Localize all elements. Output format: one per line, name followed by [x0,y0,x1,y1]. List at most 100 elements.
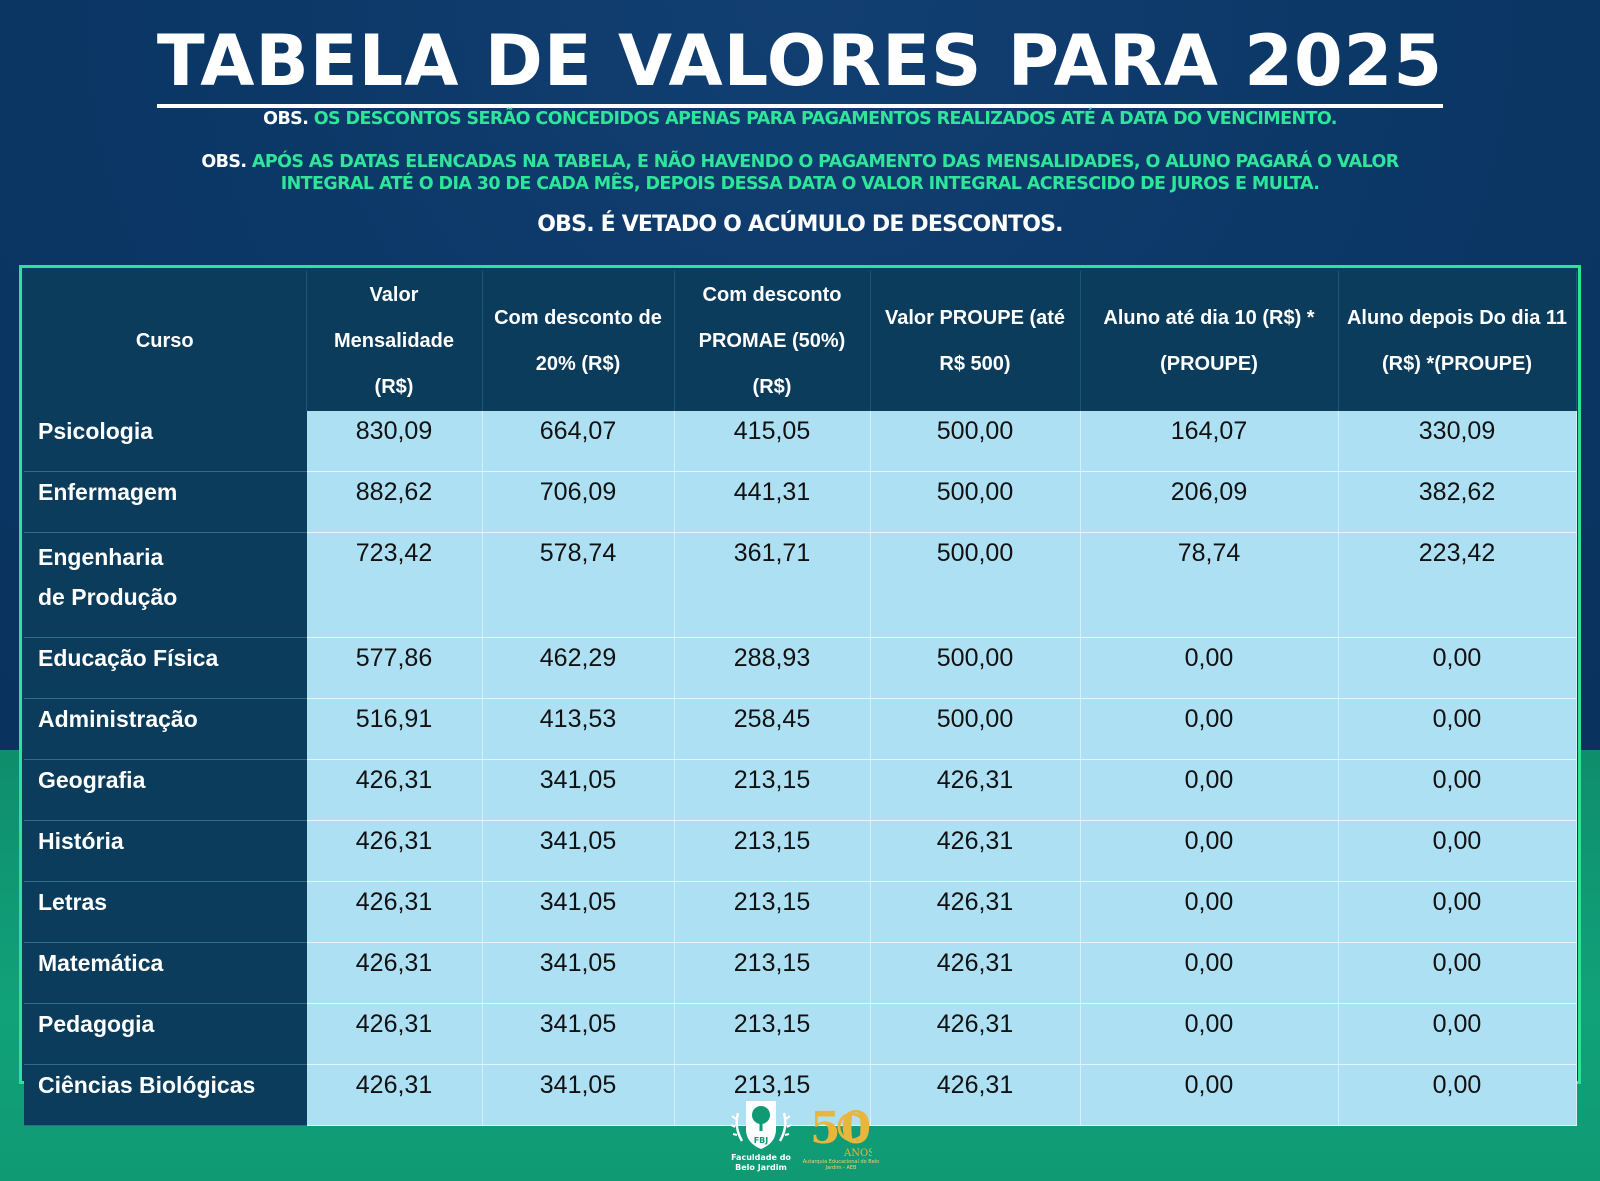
course-name-line-1: Engenharia [38,544,164,570]
course-name: História [24,820,307,882]
table-row: História 426,31 341,05 213,15 426,31 0,0… [24,820,1577,882]
cell-after-day-11: 0,00 [1338,759,1577,821]
course-name: Matemática [24,942,307,1004]
table-row: Letras 426,31 341,05 213,15 426,31 0,00 … [24,881,1577,943]
note-1-label: OBS. [263,109,309,129]
note-1: OBS. OS DESCONTOS SERÃO CONCEDIDOS APENA… [160,108,1440,130]
cell-discount-20: 341,05 [482,1064,675,1126]
cell-after-day-11: 0,00 [1338,637,1577,699]
note-1-text: OS DESCONTOS SERÃO CONCEDIDOS APENAS PAR… [313,109,1338,129]
cell-discount-promae: 213,15 [674,942,871,1004]
header-monthly-fee: Valor Mensalidade (R$) [306,271,483,411]
cell-discount-20: 664,07 [482,411,675,472]
cell-proupe-value: 500,00 [870,411,1081,472]
cell-proupe-value: 500,00 [870,698,1081,760]
cell-monthly-fee: 723,42 [306,532,483,638]
fbj-logo-text: Faculdade do Belo Jardim [731,1153,791,1172]
cell-monthly-fee: 882,62 [306,471,483,533]
cell-after-day-11: 0,00 [1338,1064,1577,1126]
header-proupe-value: Valor PROUPE (até R$ 500) [870,271,1081,411]
cell-until-day-10: 0,00 [1080,637,1339,699]
cell-after-day-11: 223,42 [1338,532,1577,638]
cell-until-day-10: 0,00 [1080,1064,1339,1126]
cell-discount-20: 341,05 [482,942,675,1004]
course-name: Letras [24,881,307,943]
note-3: OBS. É VETADO O ACÚMULO DE DESCONTOS. [537,212,1063,237]
table-row: Psicologia 830,09 664,07 415,05 500,00 1… [24,411,1577,472]
table-row: Engenharia de Produção 723,42 578,74 361… [24,532,1577,638]
table-row: Administração 516,91 413,53 258,45 500,0… [24,698,1577,760]
note-2-label: OBS. [201,152,247,172]
cell-until-day-10: 0,00 [1080,759,1339,821]
page-title: TABELA DE VALORES PARA 2025 [0,20,1600,108]
cell-discount-20: 413,53 [482,698,675,760]
cell-after-day-11: 330,09 [1338,411,1577,472]
cell-monthly-fee: 577,86 [306,637,483,699]
cell-proupe-value: 500,00 [870,637,1081,699]
cell-after-day-11: 0,00 [1338,698,1577,760]
cell-monthly-fee: 426,31 [306,820,483,882]
cell-monthly-fee: 426,31 [306,759,483,821]
cell-proupe-value: 426,31 [870,1003,1081,1065]
cell-discount-20: 341,05 [482,759,675,821]
table-row: Pedagogia 426,31 341,05 213,15 426,31 0,… [24,1003,1577,1065]
cell-until-day-10: 206,09 [1080,471,1339,533]
cell-discount-promae: 213,15 [674,820,871,882]
table-row: Educação Física 577,86 462,29 288,93 500… [24,637,1577,699]
cell-proupe-value: 426,31 [870,820,1081,882]
cell-until-day-10: 0,00 [1080,1003,1339,1065]
course-name: Educação Física [24,637,307,699]
cell-discount-20: 706,09 [482,471,675,533]
cell-after-day-11: 0,00 [1338,1003,1577,1065]
table-row: Enfermagem 882,62 706,09 441,31 500,00 2… [24,471,1577,533]
cell-until-day-10: 0,00 [1080,698,1339,760]
cell-until-day-10: 0,00 [1080,881,1339,943]
table-row: Matemática 426,31 341,05 213,15 426,31 0… [24,942,1577,1004]
cell-discount-promae: 213,15 [674,759,871,821]
cell-after-day-11: 0,00 [1338,820,1577,882]
cell-discount-promae: 288,93 [674,637,871,699]
cell-until-day-10: 0,00 [1080,820,1339,882]
cell-discount-20: 578,74 [482,532,675,638]
course-name: Ciências Biológicas [24,1064,307,1126]
note-2: OBS. APÓS AS DATAS ELENCADAS NA TABELA, … [160,151,1440,195]
fbj-logo: FBJ Faculdade do Belo Jardim [730,1097,792,1177]
note-2-text: APÓS AS DATAS ELENCADAS NA TABELA, E NÃO… [251,152,1399,194]
table-header-row: Curso Valor Mensalidade (R$) Com descont… [24,271,1577,411]
header-after-day-11: Aluno depois Do dia 11 (R$) *(PROUPE) [1338,271,1577,411]
course-name: Administração [24,698,307,760]
course-name: Geografia [24,759,307,821]
cell-proupe-value: 426,31 [870,942,1081,1004]
cell-monthly-fee: 426,31 [306,1064,483,1126]
cell-proupe-value: 426,31 [870,881,1081,943]
cell-monthly-fee: 426,31 [306,1003,483,1065]
header-course: Curso [24,271,307,411]
cell-discount-promae: 258,45 [674,698,871,760]
course-name: Enfermagem [24,471,307,533]
cell-monthly-fee: 516,91 [306,698,483,760]
cell-monthly-fee: 830,09 [306,411,483,472]
cell-after-day-11: 382,62 [1338,471,1577,533]
cell-discount-20: 341,05 [482,1003,675,1065]
cell-discount-20: 341,05 [482,820,675,882]
cell-until-day-10: 0,00 [1080,942,1339,1004]
cell-until-day-10: 164,07 [1080,411,1339,472]
svg-text:ANOS: ANOS [843,1148,872,1159]
cell-proupe-value: 500,00 [870,532,1081,638]
cell-proupe-value: 426,31 [870,759,1081,821]
cell-discount-promae: 213,15 [674,1003,871,1065]
cell-monthly-fee: 426,31 [306,881,483,943]
cell-until-day-10: 78,74 [1080,532,1339,638]
footer-logos: FBJ Faculdade do Belo Jardim 50 ANOS Aut… [730,1097,880,1177]
cell-monthly-fee: 426,31 [306,942,483,1004]
header-until-day-10: Aluno até dia 10 (R$) *(PROUPE) [1080,271,1339,411]
cell-discount-promae: 361,71 [674,532,871,638]
cell-proupe-value: 500,00 [870,471,1081,533]
cell-discount-promae: 213,15 [674,881,871,943]
header-discount-promae: Com desconto PROMAE (50%) (R$) [674,271,871,411]
course-name: Engenharia de Produção [24,532,307,638]
cell-discount-promae: 441,31 [674,471,871,533]
cell-discount-20: 462,29 [482,637,675,699]
cell-discount-20: 341,05 [482,881,675,943]
cell-after-day-11: 0,00 [1338,881,1577,943]
